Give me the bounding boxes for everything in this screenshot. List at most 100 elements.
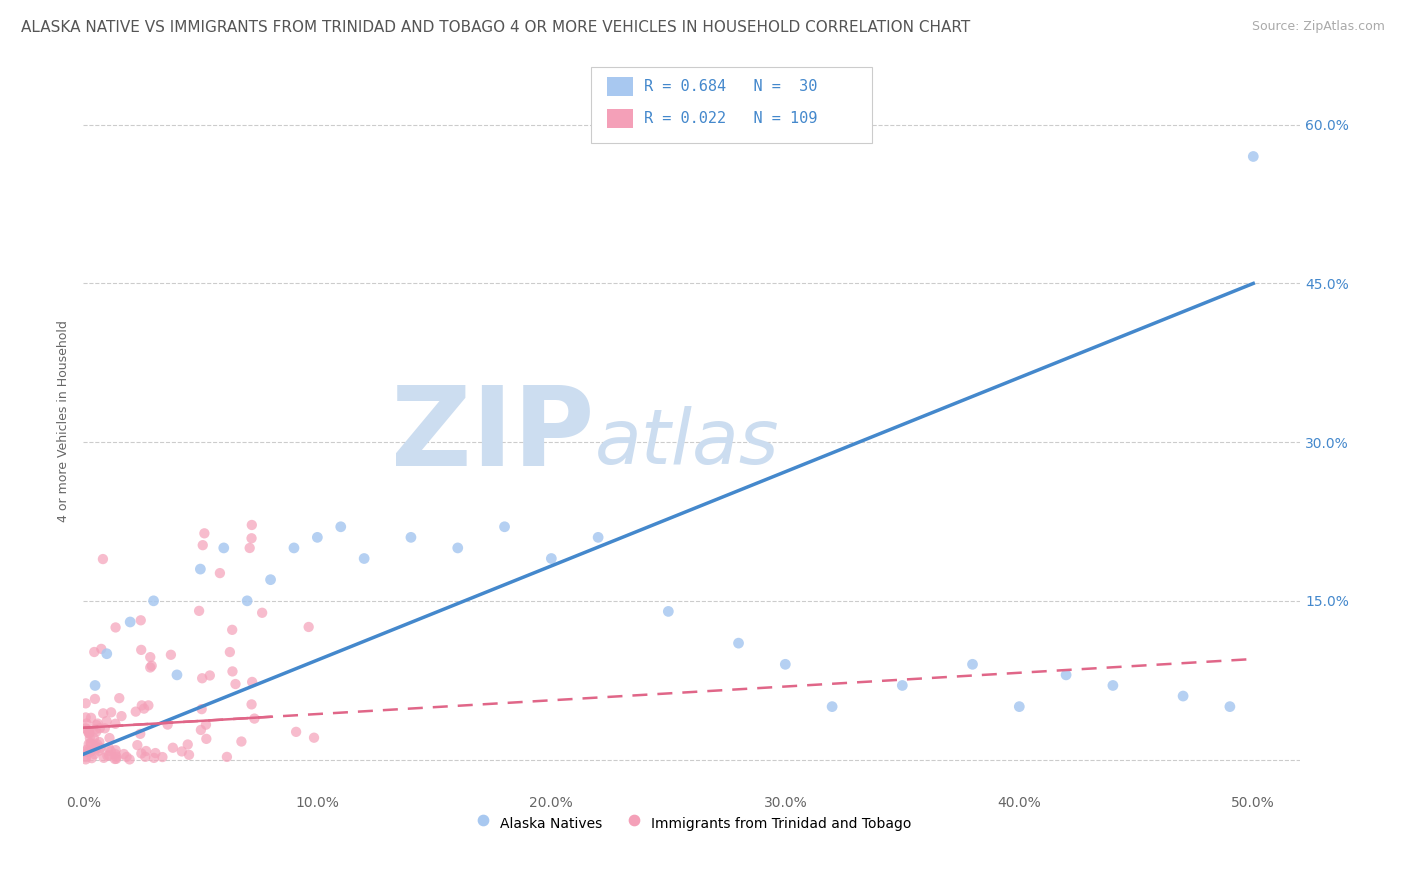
Point: [1219, 699, 1241, 714]
Point: [129, 727, 152, 741]
Point: [104, 747, 127, 761]
Point: [77, 726, 100, 740]
Point: [307, 530, 329, 544]
Point: [190, 723, 212, 737]
Point: [75, 710, 97, 724]
Point: [75, 750, 97, 764]
Point: [84, 741, 107, 756]
Point: [84, 724, 107, 739]
Text: atlas: atlas: [595, 406, 779, 480]
Point: [152, 750, 174, 764]
Point: [79, 736, 101, 750]
Point: [84, 678, 107, 692]
Point: [191, 671, 214, 685]
Point: [75, 745, 97, 759]
Point: [112, 747, 135, 761]
Point: [145, 746, 167, 760]
Point: [143, 751, 166, 765]
Point: [120, 615, 142, 629]
Point: [80, 751, 103, 765]
Point: [115, 750, 138, 764]
Point: [329, 520, 352, 534]
Point: [79, 745, 101, 759]
Point: [80, 711, 103, 725]
Point: [283, 541, 305, 555]
Point: [104, 743, 127, 757]
Point: [139, 660, 162, 674]
Point: [86, 738, 108, 752]
Point: [259, 573, 281, 587]
Point: [162, 740, 184, 755]
Point: [1054, 668, 1077, 682]
Point: [494, 520, 516, 534]
Point: [250, 606, 273, 620]
Point: [821, 699, 844, 714]
Point: [1241, 149, 1264, 163]
Text: R = 0.684   N =  30: R = 0.684 N = 30: [644, 79, 817, 94]
Y-axis label: 4 or more Vehicles in Household: 4 or more Vehicles in Household: [58, 320, 70, 522]
Point: [127, 738, 149, 752]
Point: [166, 668, 188, 682]
Point: [80, 737, 103, 751]
Point: [77, 737, 100, 751]
Point: [224, 677, 246, 691]
Point: [104, 716, 127, 731]
Point: [86, 716, 108, 731]
Point: [240, 518, 263, 533]
Point: [75, 697, 97, 711]
Point: [240, 675, 263, 690]
Point: [218, 645, 240, 659]
Point: [110, 709, 132, 723]
Point: [194, 717, 217, 731]
Point: [75, 743, 97, 757]
Point: [177, 747, 200, 762]
Point: [86, 718, 108, 732]
Point: [97, 740, 120, 755]
Point: [79, 725, 101, 739]
Point: [76, 723, 98, 737]
Point: [79, 731, 101, 745]
Point: [91, 706, 114, 721]
Point: [285, 724, 308, 739]
Point: [240, 531, 263, 545]
Text: ZIP: ZIP: [391, 383, 595, 490]
Point: [1102, 678, 1125, 692]
Point: [188, 604, 211, 618]
Point: [139, 650, 162, 665]
Point: [134, 749, 156, 764]
Point: [79, 726, 101, 740]
Point: [586, 530, 609, 544]
Point: [775, 657, 797, 672]
Point: [156, 717, 179, 731]
Point: [96, 714, 118, 728]
Point: [447, 541, 470, 555]
Point: [96, 748, 118, 763]
Point: [84, 739, 107, 753]
Point: [89, 735, 111, 749]
Text: Source: ZipAtlas.com: Source: ZipAtlas.com: [1251, 20, 1385, 33]
Point: [891, 678, 914, 692]
Point: [129, 643, 152, 657]
Point: [75, 752, 97, 766]
Point: [77, 745, 100, 759]
Point: [221, 623, 243, 637]
Point: [83, 645, 105, 659]
Point: [132, 701, 155, 715]
Point: [89, 721, 111, 735]
Point: [231, 734, 253, 748]
Point: [177, 738, 200, 752]
Point: [195, 731, 218, 746]
Text: R = 0.022   N = 109: R = 0.022 N = 109: [644, 112, 817, 126]
Point: [138, 698, 160, 713]
Point: [243, 712, 266, 726]
Point: [190, 562, 212, 576]
Point: [83, 747, 105, 762]
Point: [1008, 699, 1031, 714]
Point: [96, 647, 118, 661]
Point: [87, 744, 110, 758]
Point: [75, 721, 97, 735]
Point: [727, 636, 749, 650]
Point: [76, 716, 98, 731]
Point: [93, 751, 115, 765]
Point: [98, 748, 121, 763]
